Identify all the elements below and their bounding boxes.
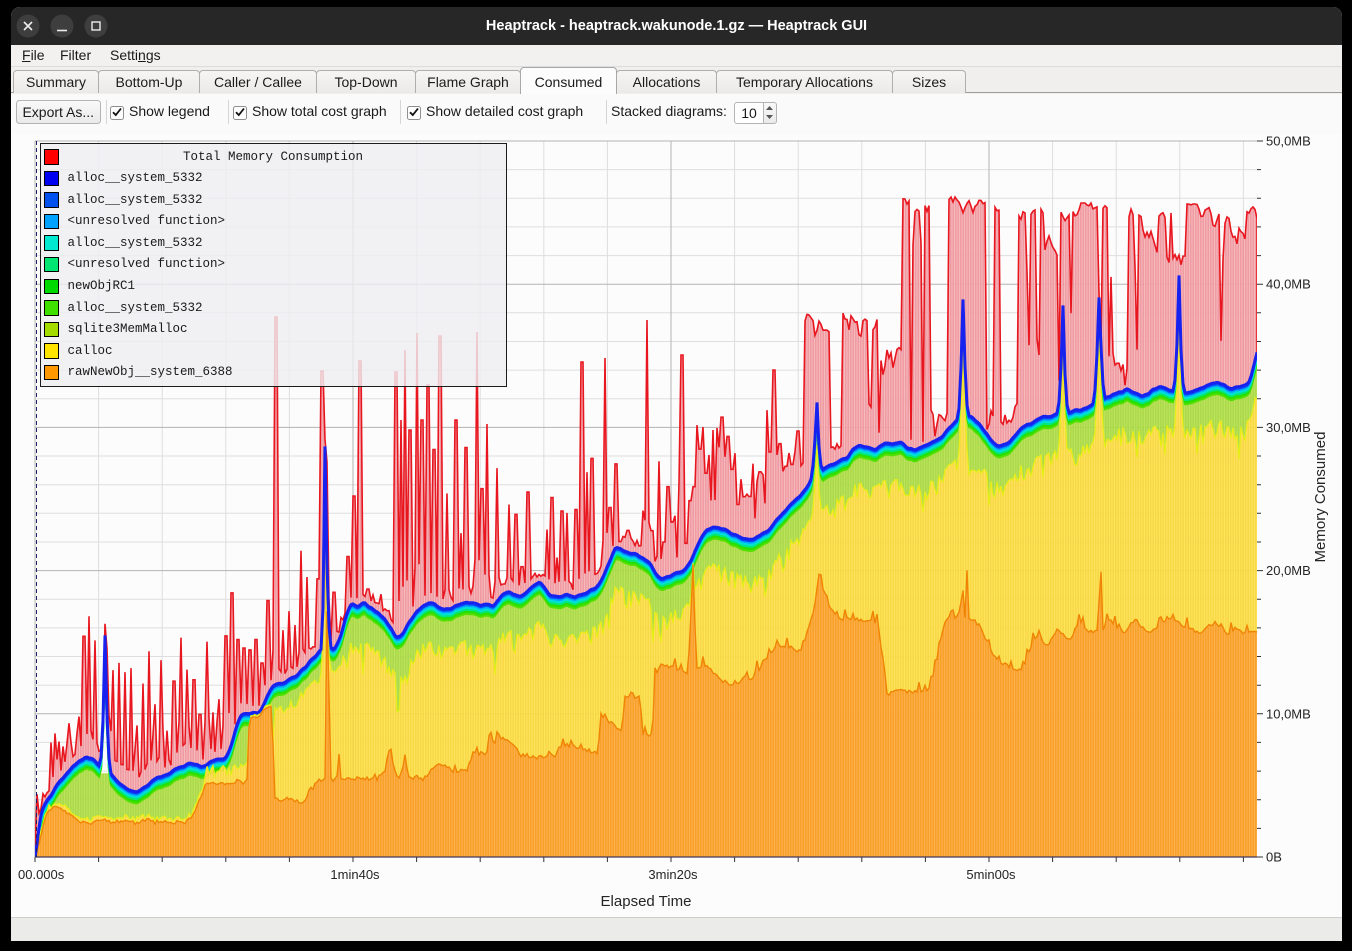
svg-text:5min00s: 5min00s bbox=[966, 867, 1016, 882]
svg-text:30,0MB: 30,0MB bbox=[1266, 420, 1311, 435]
svg-text:00.000s: 00.000s bbox=[18, 867, 65, 882]
svg-text:20,0MB: 20,0MB bbox=[1266, 563, 1311, 578]
svg-text:1min40s: 1min40s bbox=[330, 867, 380, 882]
svg-text:50,0MB: 50,0MB bbox=[1266, 134, 1311, 149]
svg-text:10,0MB: 10,0MB bbox=[1266, 706, 1311, 721]
svg-text:3min20s: 3min20s bbox=[648, 867, 698, 882]
svg-text:0B: 0B bbox=[1266, 850, 1282, 865]
svg-text:Memory Consumed: Memory Consumed bbox=[1312, 432, 1329, 563]
svg-text:Elapsed Time: Elapsed Time bbox=[601, 893, 692, 910]
svg-text:40,0MB: 40,0MB bbox=[1266, 277, 1311, 292]
